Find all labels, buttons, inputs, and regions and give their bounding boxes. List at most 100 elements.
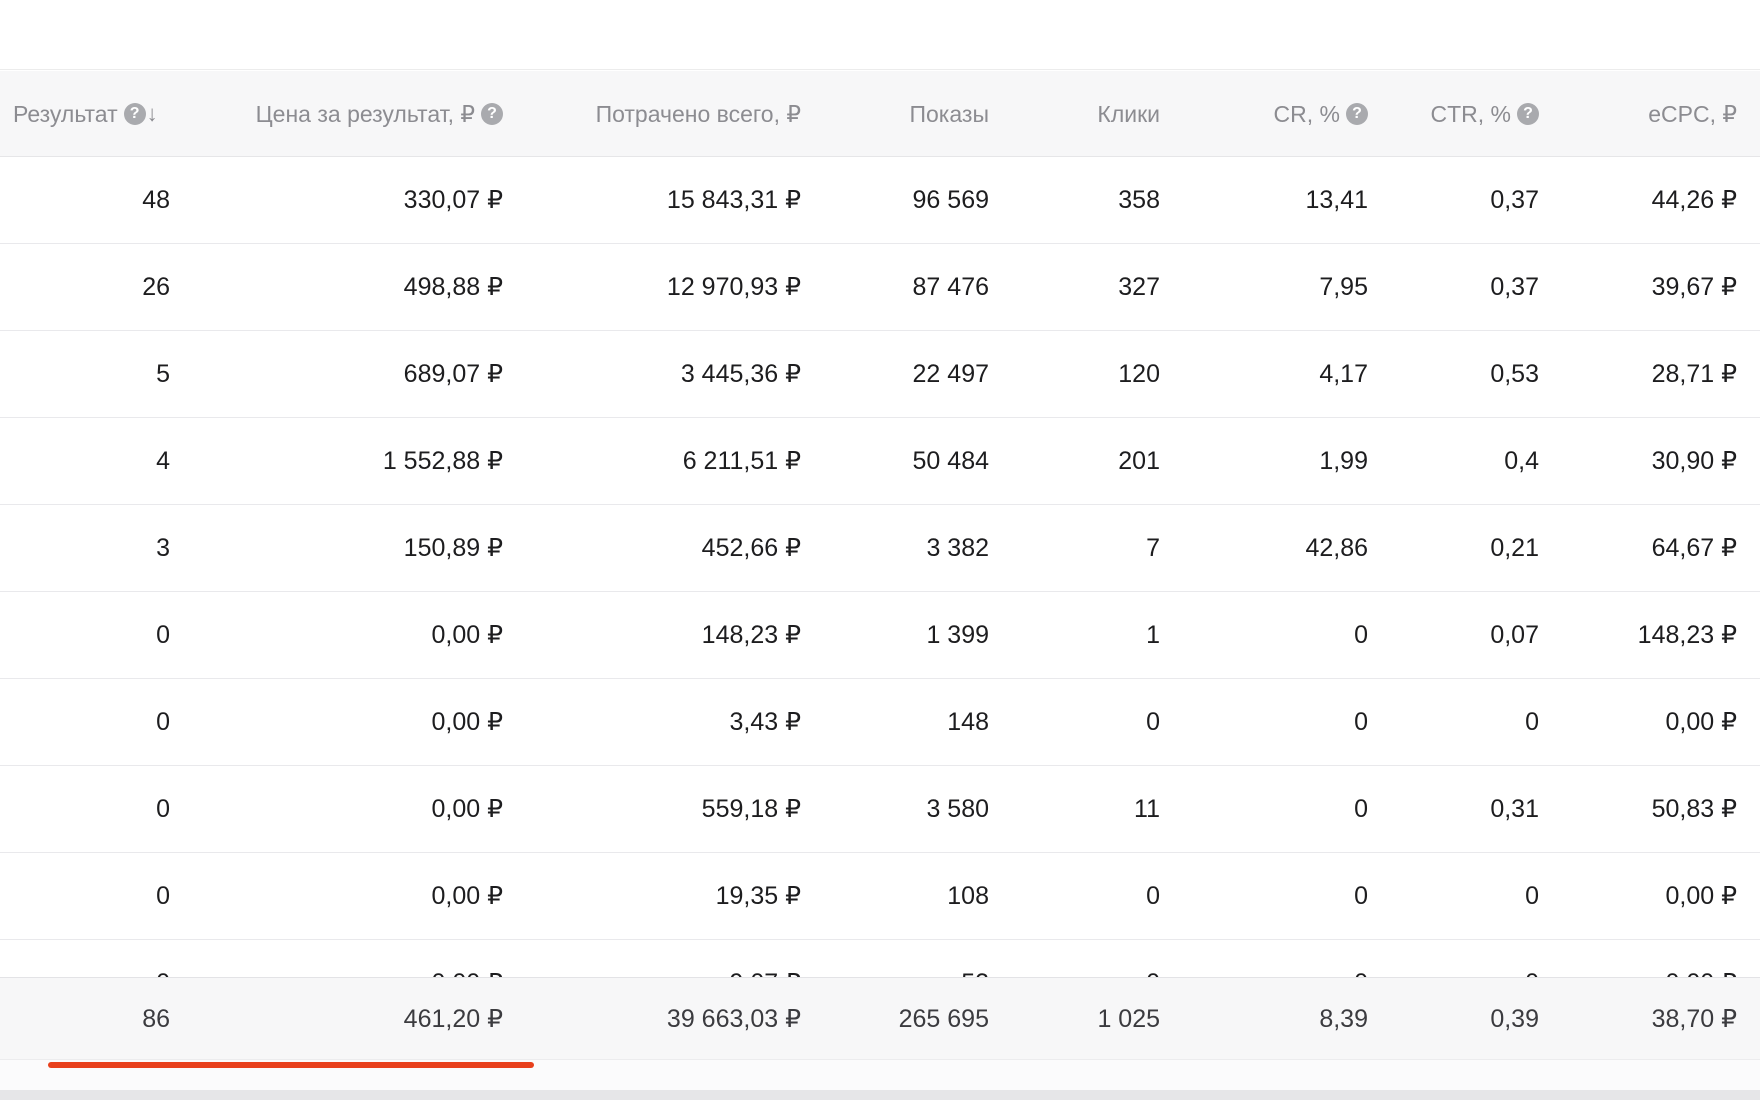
- cell-cr: 1,99: [1319, 447, 1368, 475]
- cell-ecpc: 28,71 ₽: [1651, 360, 1737, 388]
- cell-result: 5: [156, 360, 170, 388]
- cell-impressions: 50 484: [912, 447, 989, 475]
- cell-cr: 0: [1354, 882, 1368, 910]
- help-icon[interactable]: ?: [123, 102, 146, 125]
- cell-impressions: 148: [947, 708, 989, 736]
- top-blank-area: [0, 0, 1760, 70]
- table-row[interactable]: 5 689,07 ₽ 3 445,36 ₽ 22 497 120 4,17 0,…: [0, 331, 1760, 418]
- cell-impressions: 1 399: [926, 621, 989, 649]
- cell-result: 48: [142, 186, 170, 214]
- cell-result: 0: [156, 621, 170, 649]
- column-header-spent-total[interactable]: Потрачено всего, ₽: [595, 101, 801, 127]
- cell-spent-total: 559,18 ₽: [701, 795, 801, 823]
- cell-cost-per-result: 1 552,88 ₽: [382, 447, 503, 475]
- cell-result: 0: [156, 882, 170, 910]
- cell-spent-total: 148,23 ₽: [701, 621, 801, 649]
- table-row[interactable]: 0 0,00 ₽ 559,18 ₽ 3 580 11 0 0,31 50,83 …: [0, 766, 1760, 853]
- cell-cr: 0: [1354, 795, 1368, 823]
- table-row[interactable]: 3 150,89 ₽ 452,66 ₽ 3 382 7 42,86 0,21 6…: [0, 505, 1760, 592]
- cell-clicks: 1: [1146, 621, 1160, 649]
- cell-ctr: 0,31: [1490, 795, 1539, 823]
- cell-ctr: 0: [1525, 940, 1539, 977]
- table-row[interactable]: 0 0,00 ₽ 19,35 ₽ 108 0 0 0 0,00 ₽: [0, 853, 1760, 940]
- cell-result: 26: [142, 273, 170, 301]
- cell-result: 0: [156, 795, 170, 823]
- total-clicks: 1 025: [1097, 1005, 1160, 1033]
- table-row[interactable]: 0 0,00 ₽ 9,07 ₽ 52 0 0 0 0,00 ₽: [0, 940, 1760, 977]
- column-header-cr[interactable]: CR, %?: [1274, 71, 1368, 157]
- help-icon[interactable]: ?: [481, 102, 503, 125]
- cell-impressions: 87 476: [912, 273, 989, 301]
- cell-clicks: 327: [1118, 273, 1160, 301]
- cell-result: 0: [156, 940, 170, 977]
- cell-spent-total: 3,43 ₽: [729, 708, 801, 736]
- cell-ctr: 0: [1525, 708, 1539, 736]
- cell-impressions: 96 569: [912, 186, 989, 214]
- total-cr: 8,39: [1319, 1005, 1368, 1033]
- cell-ctr: 0,37: [1490, 186, 1539, 214]
- cell-clicks: 0: [1146, 940, 1160, 977]
- cell-impressions: 22 497: [912, 360, 989, 388]
- cell-spent-total: 12 970,93 ₽: [666, 273, 801, 301]
- help-icon[interactable]: ?: [1517, 102, 1539, 125]
- total-spent: 39 663,03 ₽: [666, 1005, 801, 1033]
- cell-ecpc: 44,26 ₽: [1651, 186, 1737, 214]
- total-cost-per-result: 461,20 ₽: [403, 1005, 503, 1033]
- totals-row: 86 461,20 ₽ 39 663,03 ₽ 265 695 1 025 8,…: [0, 977, 1760, 1059]
- table-row[interactable]: 4 1 552,88 ₽ 6 211,51 ₽ 50 484 201 1,99 …: [0, 418, 1760, 505]
- cell-result: 4: [156, 447, 170, 475]
- cell-clicks: 358: [1118, 186, 1160, 214]
- cell-spent-total: 3 445,36 ₽: [680, 360, 801, 388]
- cell-ecpc: 30,90 ₽: [1651, 447, 1737, 475]
- cell-ecpc: 50,83 ₽: [1651, 795, 1737, 823]
- cell-ctr: 0,4: [1504, 447, 1539, 475]
- cell-ecpc: 0,00 ₽: [1665, 708, 1737, 736]
- cell-clicks: 11: [1134, 795, 1160, 823]
- cell-cr: 4,17: [1319, 360, 1368, 388]
- sort-desc-icon[interactable]: ↓: [146, 100, 158, 126]
- cell-impressions: 3 580: [926, 795, 989, 823]
- table-row[interactable]: 0 0,00 ₽ 148,23 ₽ 1 399 1 0 0,07 148,23 …: [0, 592, 1760, 679]
- scrollbar-track[interactable]: [0, 1090, 1760, 1100]
- cell-impressions: 3 382: [926, 534, 989, 562]
- column-header-ecpc[interactable]: eCPC, ₽: [1648, 101, 1737, 127]
- cell-ecpc: 0,00 ₽: [1665, 940, 1737, 977]
- cell-ctr: 0,37: [1490, 273, 1539, 301]
- cell-ecpc: 148,23 ₽: [1637, 621, 1737, 649]
- total-ctr: 0,39: [1490, 1005, 1539, 1033]
- cell-cost-per-result: 0,00 ₽: [431, 621, 503, 649]
- cell-spent-total: 6 211,51 ₽: [682, 447, 801, 475]
- cell-cr: 0: [1354, 708, 1368, 736]
- total-impressions: 265 695: [898, 1005, 989, 1033]
- column-header-impressions[interactable]: Показы: [909, 101, 989, 127]
- cell-ctr: 0,53: [1490, 360, 1539, 388]
- cell-cr: 42,86: [1305, 534, 1368, 562]
- column-header-ctr[interactable]: CTR, %?: [1431, 71, 1539, 157]
- table-row[interactable]: 26 498,88 ₽ 12 970,93 ₽ 87 476 327 7,95 …: [0, 244, 1760, 331]
- column-header-cost-per-result[interactable]: Цена за результат, ₽?: [256, 71, 503, 157]
- table-row[interactable]: 48 330,07 ₽ 15 843,31 ₽ 96 569 358 13,41…: [0, 157, 1760, 244]
- cell-clicks: 7: [1146, 534, 1160, 562]
- cell-cost-per-result: 0,00 ₽: [431, 882, 503, 910]
- table-row[interactable]: 0 0,00 ₽ 3,43 ₽ 148 0 0 0 0,00 ₽: [0, 679, 1760, 766]
- cell-cost-per-result: 150,89 ₽: [403, 534, 503, 562]
- cell-result: 0: [156, 708, 170, 736]
- column-header-result[interactable]: Результат? ↓: [13, 71, 158, 157]
- cell-cost-per-result: 0,00 ₽: [431, 708, 503, 736]
- help-icon[interactable]: ?: [1346, 102, 1368, 125]
- cell-cost-per-result: 498,88 ₽: [403, 273, 503, 301]
- total-ecpc: 38,70 ₽: [1651, 1005, 1737, 1033]
- table-header: Результат? ↓ Цена за результат, ₽? Потрач…: [0, 71, 1760, 157]
- cell-clicks: 120: [1118, 360, 1160, 388]
- cell-ctr: 0,07: [1490, 621, 1539, 649]
- cell-cr: 13,41: [1305, 186, 1368, 214]
- cell-cr: 0: [1354, 940, 1368, 977]
- cell-spent-total: 9,07 ₽: [729, 940, 801, 977]
- cell-spent-total: 15 843,31 ₽: [666, 186, 801, 214]
- cell-clicks: 201: [1118, 447, 1160, 475]
- cell-cr: 7,95: [1319, 273, 1368, 301]
- column-header-clicks[interactable]: Клики: [1097, 101, 1160, 127]
- cell-clicks: 0: [1146, 708, 1160, 736]
- cell-ecpc: 0,00 ₽: [1665, 882, 1737, 910]
- cell-ecpc: 64,67 ₽: [1651, 534, 1737, 562]
